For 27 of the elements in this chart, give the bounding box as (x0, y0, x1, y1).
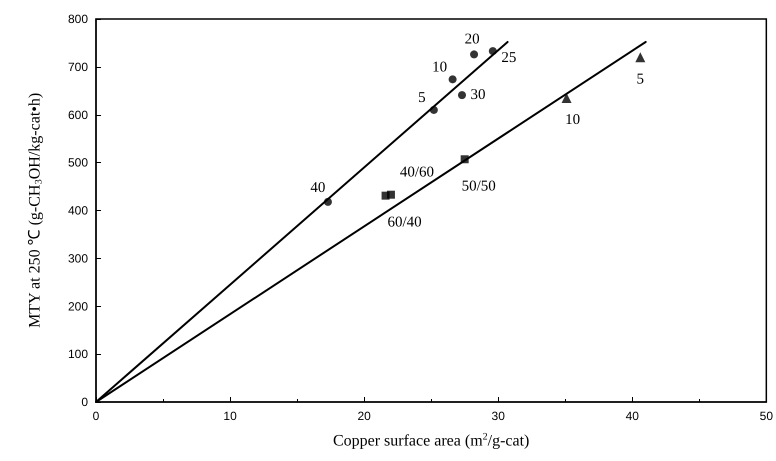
annotation: 20 (464, 31, 480, 48)
y-tick-label: 400 (68, 204, 88, 218)
y-tick-label: 100 (68, 347, 88, 362)
y-tick-label: 800 (68, 12, 88, 26)
x-tick-label: 20 (357, 409, 372, 423)
y-tick-label: 600 (68, 108, 88, 122)
annotation: 5 (636, 71, 644, 88)
annotation: 40/60 (400, 164, 434, 181)
annotation: 10 (432, 59, 448, 76)
annotation: 40 (310, 180, 326, 196)
x-tick-label: 30 (492, 409, 506, 423)
x-tick-label: 40 (626, 409, 640, 423)
annotation: 10 (565, 112, 580, 128)
y-tick-label: 200 (68, 299, 88, 314)
annotation: 30 (470, 87, 486, 104)
x-tick-label: 0 (92, 409, 100, 423)
annotation: 5 (418, 90, 426, 106)
annotation: 50/50 (462, 178, 496, 194)
y-tick-label: 700 (68, 60, 88, 74)
annotation: 60/40 (387, 214, 422, 231)
y-tick-label: 500 (68, 156, 88, 170)
annotation: 25 (501, 50, 516, 66)
y-tick-label: 0 (81, 395, 88, 409)
x-tick-label: 10 (223, 409, 238, 423)
y-tick-label: 300 (68, 251, 88, 266)
y-axis-title: MTY at 250 ℃ (g-CH3OH/kg-cat•h) (26, 92, 44, 328)
x-tick-label: 50 (760, 409, 774, 423)
